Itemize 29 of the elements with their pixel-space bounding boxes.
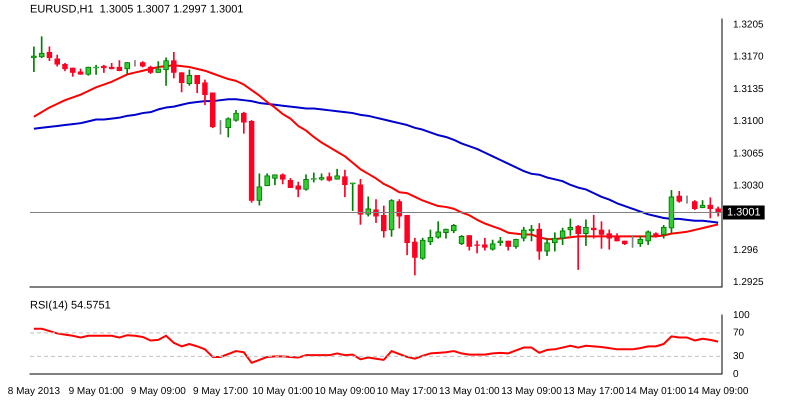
- x-tick-label: 14 May 09:00: [688, 386, 749, 397]
- x-tick-label: 10 May 01:00: [252, 386, 314, 397]
- chart-title: EURUSD,H1 1.3005 1.3007 1.2997 1.3001: [30, 4, 244, 16]
- y-tick-label: 1.3065: [733, 148, 764, 160]
- x-tick-label: 9 May 01:00: [68, 386, 124, 397]
- x-tick-label: 10 May 17:00: [376, 386, 438, 397]
- x-tick-label: 13 May 09:00: [501, 386, 562, 397]
- y-tick-label: 1.3030: [733, 180, 764, 192]
- y-tick-label: 1.3205: [733, 19, 764, 30]
- candlestick: [598, 221, 604, 249]
- y-tick-label: 30: [733, 351, 745, 362]
- chart-title: RSI(14) 54.5751: [30, 300, 111, 312]
- x-tick-label: 9 May 09:00: [130, 386, 186, 397]
- y-tick-label: 1.3100: [733, 116, 764, 128]
- x-tick-label: 13 May 17:00: [563, 386, 624, 397]
- y-tick-label: 1.2925: [733, 277, 764, 288]
- ref-line-label: 1.3001: [727, 206, 761, 218]
- x-tick-label: 8 May 2013: [8, 386, 60, 397]
- candlestick: [528, 225, 534, 242]
- x-tick-label: 9 May 17:00: [192, 386, 248, 397]
- y-tick-label: 1.296: [733, 244, 758, 256]
- y-tick-label: 1.3170: [733, 52, 764, 63]
- x-tick-label: 10 May 09:00: [314, 386, 376, 397]
- y-tick-label: 70: [733, 328, 745, 339]
- x-tick-label: 13 May 01:00: [439, 386, 500, 397]
- y-tick-label: 0: [733, 368, 739, 380]
- y-tick-label: 100: [733, 310, 750, 321]
- x-tick-label: 14 May 01:00: [626, 386, 687, 397]
- y-tick-label: 1.3135: [733, 84, 764, 95]
